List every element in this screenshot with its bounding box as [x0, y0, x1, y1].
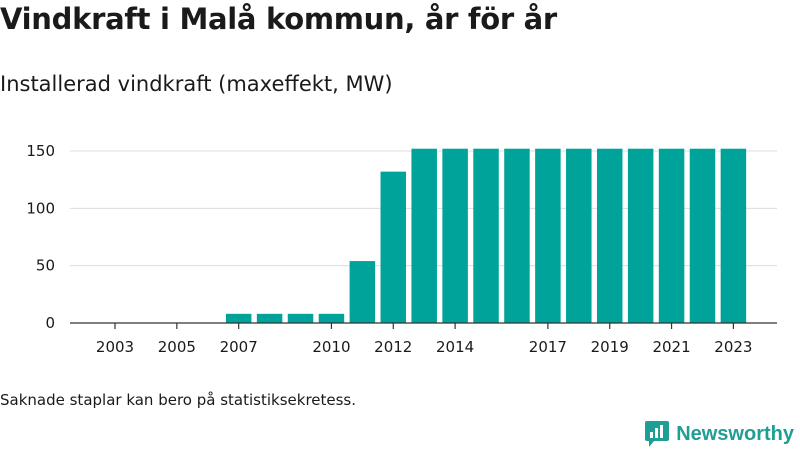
bar-2010 — [318, 313, 345, 323]
x-tick-label: 2017 — [529, 338, 567, 356]
brand-name: Newsworthy — [676, 422, 794, 445]
bar-2023 — [720, 148, 747, 323]
x-tick-label: 2012 — [374, 338, 412, 356]
bar-2016 — [504, 148, 530, 323]
bar-2018 — [566, 148, 592, 323]
y-tick-label: 100 — [26, 199, 55, 217]
bar-2019 — [596, 148, 623, 323]
y-tick-label: 150 — [26, 142, 55, 160]
x-tick-label: 2007 — [220, 338, 258, 356]
bar-2007 — [225, 313, 252, 323]
x-tick-label: 2005 — [158, 338, 196, 356]
bar-2008 — [256, 313, 283, 323]
chart-subtitle: Installerad vindkraft (maxeffekt, MW) — [0, 72, 393, 96]
x-tick-label: 2010 — [312, 338, 350, 356]
y-tick-label: 0 — [45, 314, 55, 332]
bar-2021 — [658, 148, 685, 323]
bar-2017 — [535, 148, 561, 323]
bar-2011 — [349, 261, 376, 323]
newsworthy-logo-icon — [645, 421, 670, 447]
bar-2013 — [411, 148, 437, 323]
footnote: Saknade staplar kan bero på statistiksek… — [0, 391, 357, 409]
x-tick-label: 2023 — [714, 338, 752, 356]
x-tick-label: 2014 — [436, 338, 474, 356]
bar-2009 — [287, 313, 314, 323]
x-tick-label: 2021 — [652, 338, 690, 356]
page-title: Vindkraft i Malå kommun, år för år — [0, 2, 557, 36]
bars — [225, 148, 747, 323]
bar-2012 — [380, 171, 407, 323]
x-tick-label: 2003 — [96, 338, 134, 356]
bar-2015 — [473, 148, 499, 323]
bar-2014 — [442, 148, 468, 323]
brand-logo: Newsworthy — [644, 420, 794, 448]
x-tick-label: 2019 — [591, 338, 629, 356]
y-tick-label: 50 — [36, 257, 55, 275]
x-axis-ticks: 2003 2005 2007 2010 2012 2014 2017 2019 2021 2023 — [96, 323, 752, 356]
bar-2020 — [627, 148, 654, 323]
y-axis-ticks: 0 50 100 150 — [26, 142, 55, 332]
bar-2022 — [689, 148, 716, 323]
